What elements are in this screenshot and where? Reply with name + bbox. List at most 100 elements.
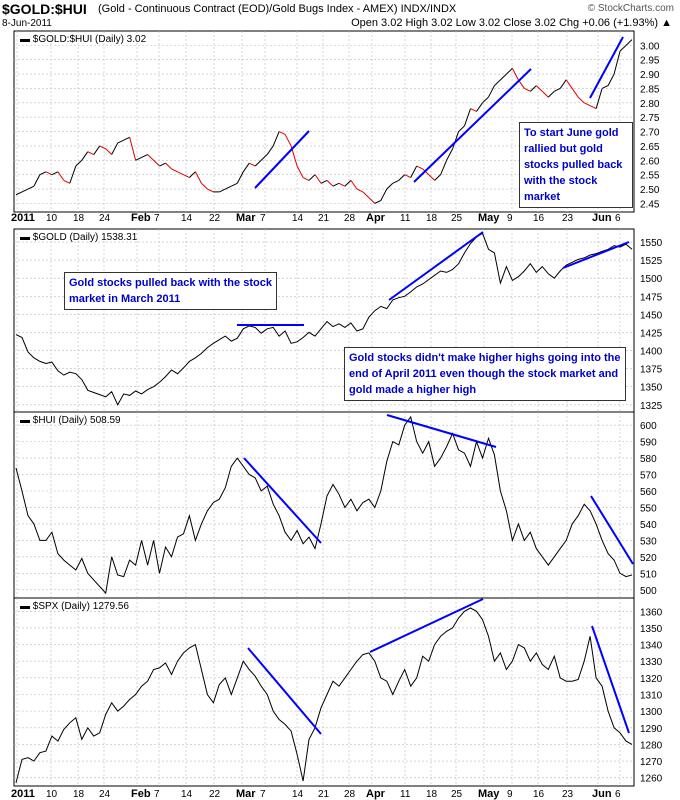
price-segment xyxy=(344,180,352,187)
y-tick-label: 1475 xyxy=(640,292,663,303)
x-tick-label: 16 xyxy=(533,789,545,800)
price-segment xyxy=(165,162,172,170)
y-tick-label: 2.45 xyxy=(640,199,660,210)
price-segment xyxy=(541,90,549,98)
price-segment xyxy=(33,174,41,187)
panel-title: ▬ $HUI (Daily) 508.59 xyxy=(20,415,121,426)
y-tick-label: 560 xyxy=(640,487,657,498)
price-segment xyxy=(350,180,358,190)
price-segment xyxy=(302,177,310,181)
price-segment xyxy=(613,50,621,75)
price-segment xyxy=(410,165,418,178)
price-segment xyxy=(231,182,238,187)
price-segment xyxy=(171,168,178,173)
x-tick-label: 11 xyxy=(400,789,411,800)
price-segment xyxy=(123,136,130,141)
x-tick-label: May xyxy=(478,212,500,224)
x-tick-label: 16 xyxy=(533,213,545,224)
y-tick-label: 570 xyxy=(640,471,657,482)
price-segment xyxy=(201,182,208,190)
y-tick-label: 1300 xyxy=(640,707,663,718)
price-segment xyxy=(392,179,399,184)
y-tick-label: 2.75 xyxy=(640,113,660,124)
x-tick-label: Mar xyxy=(236,212,256,224)
price-segment xyxy=(284,134,292,147)
price-segment xyxy=(27,185,35,190)
price-segment xyxy=(21,188,29,193)
price-segment xyxy=(177,171,184,176)
price-segment xyxy=(374,200,382,204)
price-segment xyxy=(386,182,394,190)
y-tick-label: 1360 xyxy=(640,607,663,618)
x-tick-label: Feb xyxy=(131,788,151,800)
y-tick-label: 2.70 xyxy=(640,128,660,139)
price-segment xyxy=(189,171,196,178)
y-tick-label: 540 xyxy=(640,520,657,531)
price-segment xyxy=(607,73,615,86)
price-segment xyxy=(314,174,322,184)
price-segment xyxy=(147,154,154,161)
y-tick-label: 1280 xyxy=(640,740,663,751)
price-segment xyxy=(296,165,304,178)
price-segment xyxy=(500,73,507,81)
panel-3: 500 510 520 530 540 550 560 570 580 590 600 ▬ $HUI … xyxy=(13,411,657,599)
trendline xyxy=(247,647,322,735)
price-segment xyxy=(464,108,471,126)
y-tick-label: 510 xyxy=(640,569,657,580)
x-tick-label: 23 xyxy=(562,213,574,224)
price-segment xyxy=(153,159,160,167)
x-tick-label: 14 xyxy=(181,789,193,800)
y-tick-label: 1270 xyxy=(640,757,663,768)
price-segment xyxy=(404,174,411,178)
trendline xyxy=(369,598,484,653)
price-segment xyxy=(87,151,94,155)
y-tick-label: 1425 xyxy=(640,328,663,339)
trendline xyxy=(562,241,630,269)
price-segment xyxy=(105,148,113,155)
price-segment xyxy=(338,182,346,187)
price-line xyxy=(15,232,633,406)
price-segment xyxy=(368,197,376,204)
price-segment xyxy=(565,79,573,89)
y-tick-label: 600 xyxy=(640,421,657,432)
x-tick-label: Apr xyxy=(366,212,386,224)
y-tick-label: 1525 xyxy=(640,256,663,267)
price-segment xyxy=(380,188,388,201)
trendline xyxy=(386,414,497,448)
x-tick-label: 2011 xyxy=(11,788,35,800)
x-tick-label: Jun xyxy=(592,212,612,224)
price-segment xyxy=(242,162,250,173)
price-segment xyxy=(69,165,77,184)
y-tick-label: 550 xyxy=(640,503,657,514)
y-tick-label: 1375 xyxy=(640,365,663,376)
price-segment xyxy=(111,142,119,155)
y-tick-label: 1350 xyxy=(640,383,663,394)
x-tick-label: 9 xyxy=(507,213,513,224)
trendline xyxy=(413,68,532,183)
price-segment xyxy=(476,102,483,112)
price-segment xyxy=(159,162,166,167)
price-segment xyxy=(547,90,555,98)
price-segment xyxy=(129,137,137,161)
price-segment xyxy=(458,125,465,132)
x-tick-label: 7 xyxy=(154,213,160,224)
x-tick-label: 24 xyxy=(99,789,111,800)
price-segment xyxy=(81,151,89,161)
x-tick-label: 18 xyxy=(426,789,438,800)
panel-title: ▬ $SPX (Daily) 1279.56 xyxy=(20,601,129,612)
y-tick-label: 580 xyxy=(640,454,657,465)
panel-4: 1260 1270 1280 1290 1300 1310 1320 1330 1340 1350… xyxy=(13,597,663,787)
y-tick-label: 1350 xyxy=(640,624,663,635)
trendline xyxy=(590,495,634,565)
y-tick-label: 1290 xyxy=(640,724,663,735)
price-segment xyxy=(362,191,370,198)
price-segment xyxy=(236,171,244,184)
x-tick-label: 22 xyxy=(209,789,221,800)
price-segment xyxy=(308,174,316,181)
x-tick-label: 23 xyxy=(562,789,574,800)
panel-frame xyxy=(13,411,635,599)
y-tick-label: 520 xyxy=(640,553,657,564)
y-tick-label: 1500 xyxy=(640,274,663,285)
y-tick-label: 1310 xyxy=(640,690,663,701)
price-segment xyxy=(225,185,232,190)
